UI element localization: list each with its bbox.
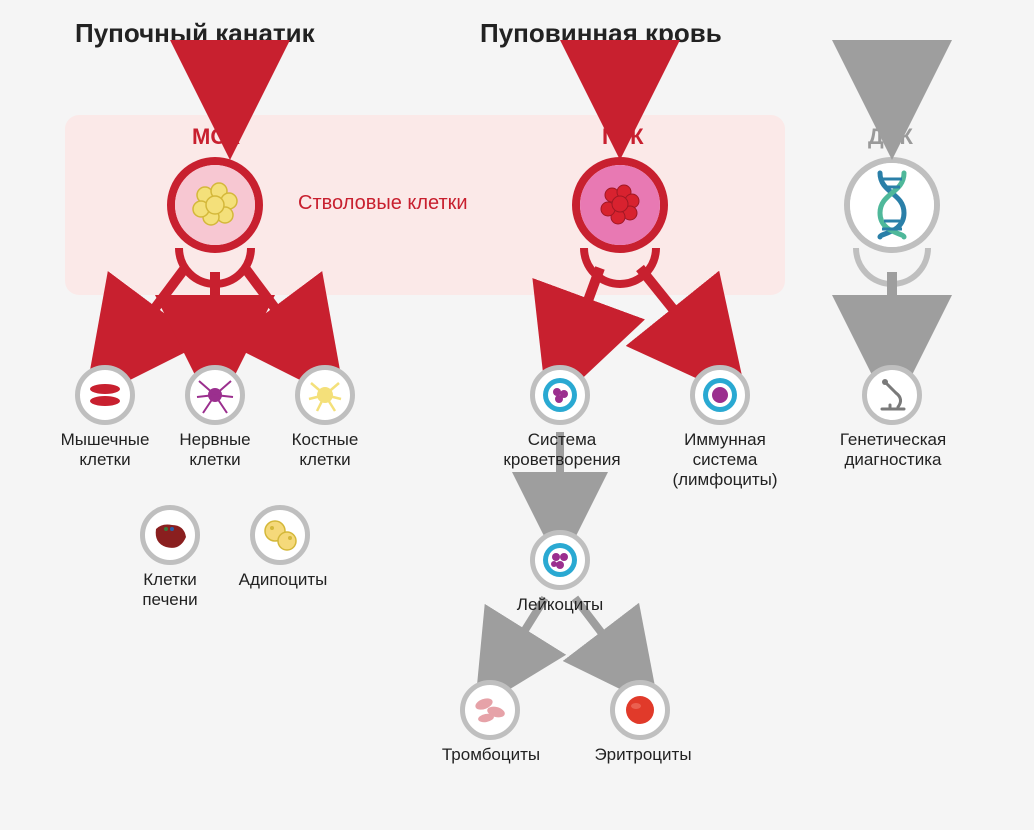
hemato-icon bbox=[538, 373, 582, 417]
hemato-node bbox=[530, 365, 590, 425]
erythro-icon bbox=[618, 688, 662, 732]
muscle-icon bbox=[85, 375, 125, 415]
muscle-label: Мышечныеклетки bbox=[55, 430, 155, 470]
nerve-label: Нервныеклетки bbox=[165, 430, 265, 470]
thrombo-node bbox=[460, 680, 520, 740]
thrombo-icon bbox=[468, 688, 512, 732]
diagram-canvas: Пупочный канатик Пуповинная кровь МСК ГС… bbox=[0, 0, 1034, 830]
genetic-node bbox=[862, 365, 922, 425]
leuko-node bbox=[530, 530, 590, 590]
leuko-label: Лейкоциты bbox=[510, 595, 610, 615]
leuko-icon bbox=[538, 538, 582, 582]
erythro-node bbox=[610, 680, 670, 740]
erythro-label: Эритроциты bbox=[588, 745, 698, 765]
adipo-label: Адипоциты bbox=[228, 570, 338, 590]
microscope-icon bbox=[872, 375, 912, 415]
immune-node bbox=[690, 365, 750, 425]
bone-node bbox=[295, 365, 355, 425]
nerve-icon bbox=[193, 373, 237, 417]
hemato-label: Системакроветворения bbox=[492, 430, 632, 470]
bone-label: Костныеклетки bbox=[275, 430, 375, 470]
liver-icon bbox=[150, 515, 190, 555]
nerve-node bbox=[185, 365, 245, 425]
muscle-node bbox=[75, 365, 135, 425]
liver-label: Клеткипечени bbox=[120, 570, 220, 610]
bone-icon bbox=[303, 373, 347, 417]
liver-node bbox=[140, 505, 200, 565]
adipo-icon bbox=[260, 515, 300, 555]
immune-icon bbox=[698, 373, 742, 417]
immune-label: Иммуннаясистема(лимфоциты) bbox=[660, 430, 790, 490]
thrombo-label: Тромбоциты bbox=[436, 745, 546, 765]
genetic-label: Генетическаядиагностика bbox=[828, 430, 958, 470]
adipo-node bbox=[250, 505, 310, 565]
